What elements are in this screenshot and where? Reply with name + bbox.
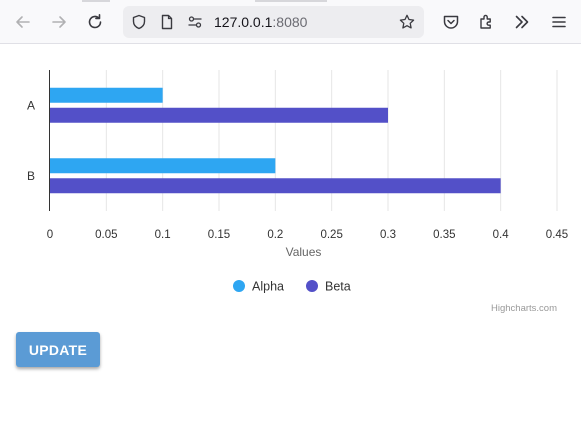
tick-label: 0.3 — [380, 229, 396, 241]
credits-link[interactable]: Highcharts.com — [491, 303, 557, 314]
shield-icon[interactable] — [131, 14, 147, 30]
update-button[interactable]: UPDATE — [16, 332, 100, 367]
tick-label: 0.15 — [208, 229, 230, 241]
bar-chart: AB 0 0.05 0.1 0.15 0.2 0.25 0.3 0.35 0.4 0.45 Val… — [27, 70, 568, 314]
url-port: :8080 — [272, 14, 308, 30]
legend-marker-beta — [306, 280, 318, 292]
tick-label: 0.05 — [95, 229, 117, 241]
bar-beta-a — [50, 107, 388, 123]
category-label: A — [27, 98, 35, 112]
arrow-right-icon — [52, 16, 66, 28]
bar-beta-b — [50, 178, 501, 194]
legend: Alpha Beta — [233, 280, 351, 294]
tab-edge — [82, 0, 110, 2]
tick-labels: 0 0.05 0.1 0.15 0.2 0.25 0.3 0.35 0.4 0.45 — [47, 229, 568, 241]
page-icon[interactable] — [159, 14, 175, 30]
bar-alpha-b — [50, 158, 276, 174]
gridlines — [105, 70, 558, 211]
url-host: 127.0.0.1 — [214, 14, 273, 30]
tick-label: 0.1 — [155, 229, 171, 241]
reload-icon — [88, 14, 102, 29]
pocket-button[interactable] — [437, 8, 465, 36]
reload-button[interactable] — [81, 8, 109, 36]
tick-label: 0.25 — [320, 229, 342, 241]
legend-label-beta: Beta — [325, 280, 351, 294]
legend-marker-alpha — [233, 280, 245, 292]
menu-button[interactable] — [545, 8, 573, 36]
category-label: B — [27, 169, 35, 183]
back-button[interactable] — [9, 8, 37, 36]
extensions-button[interactable] — [473, 8, 501, 36]
pocket-icon — [443, 15, 459, 29]
url-bar[interactable]: 127.0.0.1:8080 — [123, 6, 424, 38]
tick-label: 0.4 — [493, 229, 510, 241]
chevrons-right-icon — [515, 15, 529, 29]
category-labels: AB — [27, 98, 35, 183]
legend-label-alpha: Alpha — [252, 280, 284, 294]
arrow-left-icon — [16, 16, 30, 28]
bar-alpha-a — [50, 87, 163, 103]
forward-button[interactable] — [45, 8, 73, 36]
tick-label: 0.35 — [433, 229, 455, 241]
hamburger-menu-icon — [552, 16, 566, 28]
overflow-button[interactable] — [508, 8, 536, 36]
bookmark-star-icon[interactable] — [399, 14, 415, 30]
tick-label: 0.45 — [546, 229, 568, 241]
url-text[interactable]: 127.0.0.1:8080 — [214, 13, 307, 31]
permissions-icon[interactable] — [187, 14, 203, 30]
tick-label: 0 — [47, 229, 53, 241]
tick-label: 0.2 — [267, 229, 283, 241]
bar-series — [50, 87, 501, 194]
tab-edge — [255, 0, 327, 2]
value-axis-title: Values — [286, 245, 322, 259]
browser-toolbar: 127.0.0.1:8080 — [0, 0, 581, 44]
puzzle-icon — [480, 14, 491, 29]
